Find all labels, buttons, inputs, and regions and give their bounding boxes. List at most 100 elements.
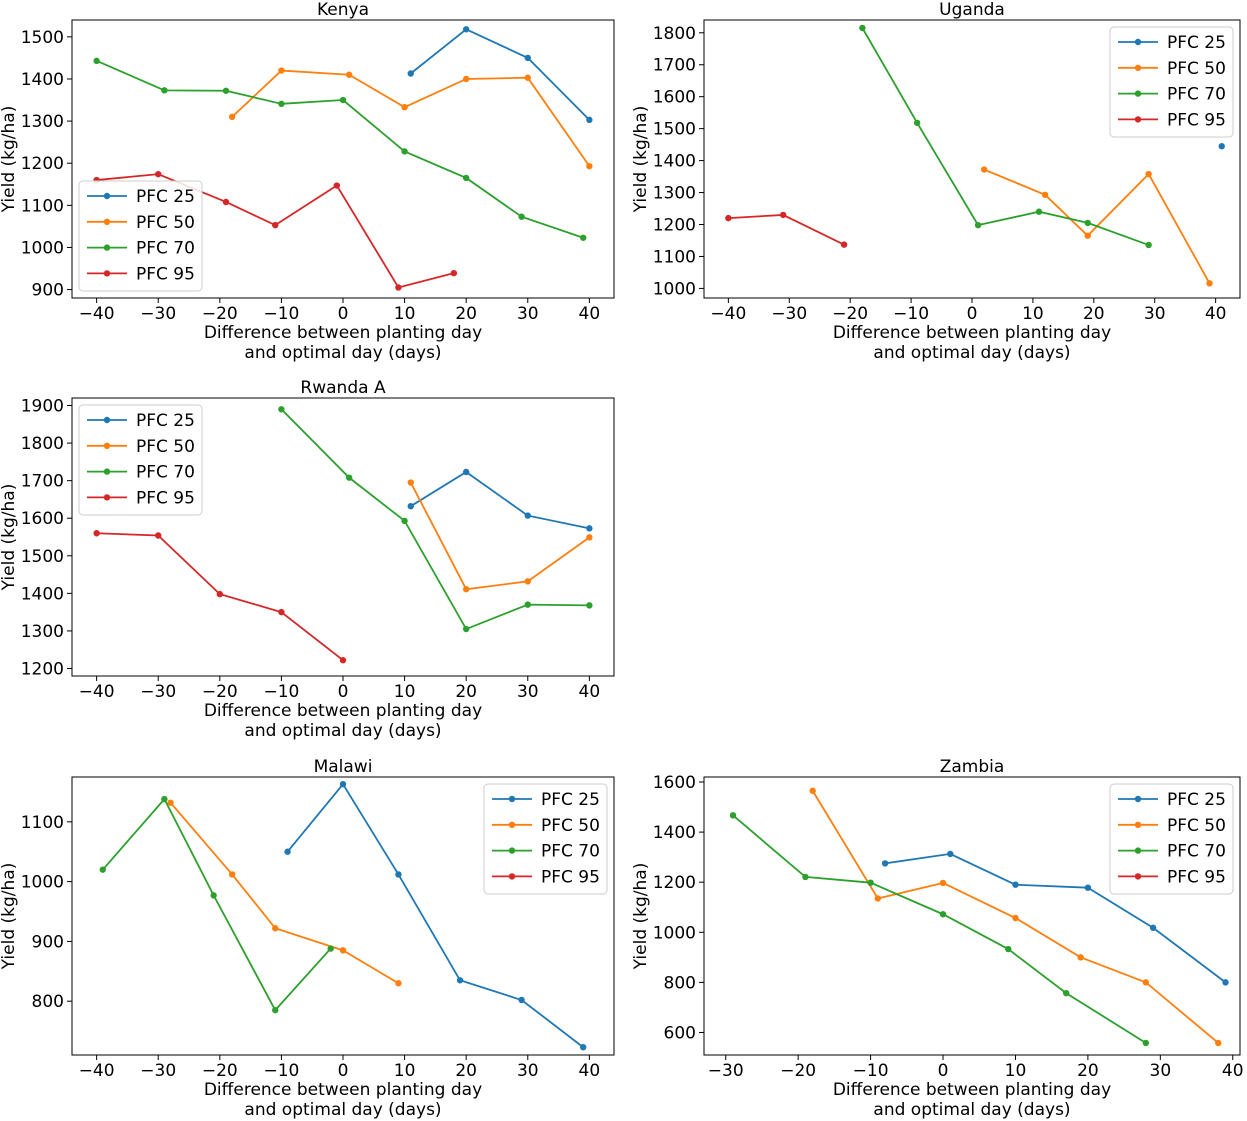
x-tick-label: 0	[338, 304, 349, 324]
legend-marker	[1134, 116, 1142, 123]
y-tick-label: 1800	[653, 24, 696, 44]
x-tick-label: −30	[140, 304, 176, 324]
legend-label: PFC 50	[1167, 59, 1226, 79]
data-point	[1012, 914, 1019, 922]
x-tick-label: −10	[263, 1061, 299, 1081]
data-point	[939, 911, 947, 918]
y-axis-label: Yield (kg/ha)	[0, 106, 19, 214]
data-point	[216, 590, 224, 598]
legend: PFC 25 PFC 50 PFC 70 PFC 95	[78, 404, 203, 516]
series-pfc-95	[725, 211, 848, 248]
series-pfc-70	[93, 57, 587, 241]
legend-marker	[508, 873, 516, 880]
legend-label: PFC 50	[1167, 816, 1226, 836]
data-point	[210, 892, 217, 899]
data-point	[401, 103, 408, 111]
data-point	[524, 512, 531, 519]
legend-label: PFC 50	[136, 437, 195, 457]
y-tick-label: 1100	[653, 247, 696, 267]
data-point	[272, 1006, 279, 1014]
x-tick-label: −30	[708, 1061, 744, 1081]
legend-box	[1109, 26, 1234, 138]
legend-marker	[1134, 795, 1142, 803]
series-pfc-25	[881, 850, 1229, 986]
series-line	[728, 214, 845, 246]
data-point	[155, 170, 162, 178]
data-point	[278, 406, 285, 413]
data-point	[1005, 945, 1012, 953]
data-point	[462, 625, 470, 633]
legend-label: PFC 25	[1167, 33, 1226, 53]
y-tick-label: 1100	[21, 813, 64, 833]
legend-label: PFC 70	[136, 239, 195, 259]
data-point	[1142, 979, 1150, 986]
series-line	[231, 69, 591, 167]
series-pfc-50	[407, 479, 593, 593]
legend-box	[1109, 783, 1234, 895]
data-point	[161, 87, 168, 94]
series-pfc-70	[99, 795, 334, 1014]
data-point	[859, 24, 866, 32]
x-tick-label: 10	[1022, 304, 1044, 324]
series-line	[732, 814, 1147, 1044]
x-tick-label: 40	[579, 682, 601, 702]
data-point	[1218, 143, 1225, 150]
chart-title: Rwanda A	[300, 378, 386, 398]
data-point	[947, 850, 954, 858]
data-point	[333, 182, 341, 189]
data-point	[1062, 989, 1070, 997]
data-point	[518, 213, 525, 220]
data-point	[462, 75, 470, 83]
data-point	[1206, 280, 1213, 287]
x-tick-label: 10	[394, 682, 416, 702]
data-point	[1145, 170, 1152, 178]
data-point	[729, 812, 737, 819]
x-tick-label: −10	[853, 1061, 889, 1081]
y-tick-label: 1000	[653, 923, 696, 943]
series-line	[102, 797, 332, 1012]
legend-label: PFC 50	[541, 816, 600, 836]
x-tick-label: −40	[79, 682, 115, 702]
data-point	[580, 234, 587, 241]
legend: PFC 25 PFC 50 PFC 70 PFC 95	[483, 783, 608, 895]
x-tick-label: 30	[1144, 304, 1166, 324]
x-tick-label: 10	[394, 304, 416, 324]
data-point	[99, 866, 106, 873]
data-point	[228, 113, 236, 121]
data-point	[1222, 979, 1229, 986]
x-tick-label: 0	[338, 1061, 349, 1081]
legend-label: PFC 95	[136, 488, 195, 508]
y-tick-label: 1500	[653, 120, 696, 140]
x-tick-label: 40	[579, 304, 601, 324]
x-tick-label: 10	[1005, 1061, 1027, 1081]
data-point	[586, 534, 593, 541]
y-axis-label: Yield (kg/ha)	[0, 863, 19, 971]
data-point	[462, 174, 470, 182]
x-tick-label: −30	[140, 682, 176, 702]
data-point	[278, 608, 285, 616]
x-tick-label: −20	[202, 1061, 238, 1081]
x-tick-label: 0	[967, 304, 978, 324]
y-tick-label: 1000	[653, 279, 696, 299]
x-tick-label: −10	[893, 304, 929, 324]
legend-label: PFC 50	[136, 213, 195, 233]
legend-marker	[103, 270, 111, 277]
data-point	[278, 100, 285, 108]
data-point	[462, 468, 470, 476]
y-tick-label: 900	[32, 932, 64, 952]
y-tick-label: 1300	[653, 184, 696, 204]
x-tick-label: 20	[455, 1061, 477, 1081]
x-tick-label: 20	[455, 304, 477, 324]
data-point	[974, 221, 982, 229]
x-tick-label: −40	[79, 1061, 115, 1081]
data-point	[395, 871, 402, 878]
data-point	[284, 848, 291, 855]
data-point	[339, 947, 347, 954]
legend-label: PFC 25	[136, 187, 195, 207]
legend-label: PFC 25	[1167, 790, 1226, 810]
data-point	[339, 657, 347, 664]
data-point	[407, 70, 414, 77]
y-tick-label: 800	[32, 992, 64, 1012]
y-tick-label: 1200	[653, 216, 696, 236]
y-tick-label: 1900	[21, 397, 64, 417]
